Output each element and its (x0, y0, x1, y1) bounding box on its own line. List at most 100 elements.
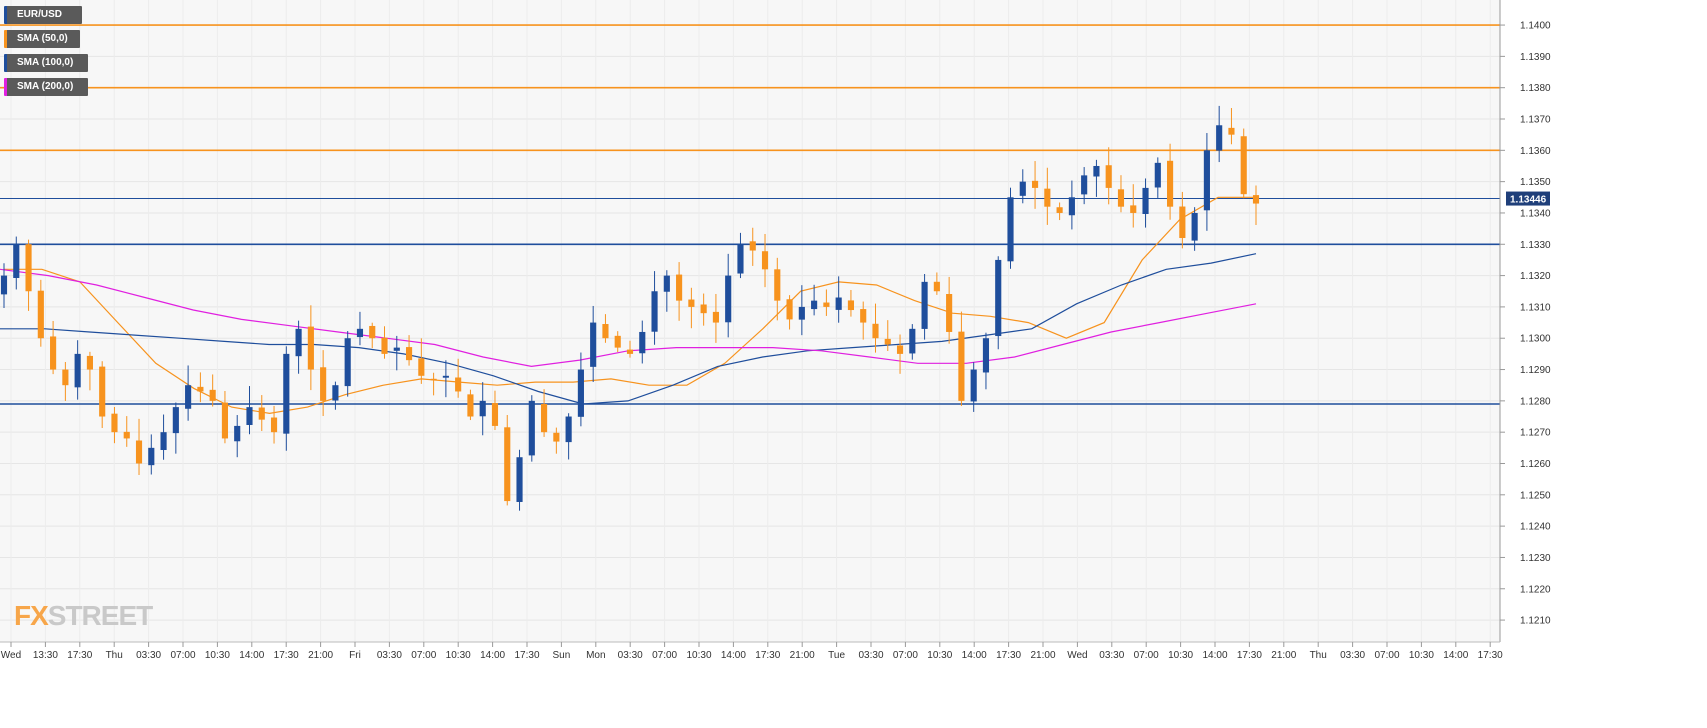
x-tick-label: 10:30 (927, 650, 952, 661)
x-tick-label: 03:30 (377, 650, 402, 661)
candle-bear (1240, 136, 1247, 195)
y-tick-label: 1.1390 (1520, 52, 1551, 63)
candle-bear (111, 413, 118, 433)
candle-bear (676, 274, 683, 301)
x-tick-label: 17:30 (274, 650, 299, 661)
candle-bear (455, 377, 462, 392)
x-tick-label: 17:30 (67, 650, 92, 661)
y-tick-label: 1.1300 (1520, 334, 1551, 345)
x-tick-label: 10:30 (686, 650, 711, 661)
x-tick-label: 07:00 (893, 650, 918, 661)
legend-item-eurusd[interactable]: EUR/USD (4, 6, 82, 24)
candle-bear (491, 403, 499, 426)
x-tick-label: 17:30 (1237, 650, 1262, 661)
x-tick-label: 03:30 (136, 650, 161, 661)
x-tick-label: 17:30 (755, 650, 780, 661)
candle-bull (995, 259, 1002, 337)
x-tick-label: 03:30 (1340, 650, 1365, 661)
candle-bull (725, 275, 732, 323)
current-price-badge-bg (1506, 191, 1550, 206)
candle-bear (86, 355, 93, 370)
candle-bull (1019, 181, 1026, 196)
candle-bear (626, 349, 634, 354)
y-tick-label: 1.1360 (1520, 146, 1551, 157)
x-tick-label: 03:30 (618, 650, 643, 661)
candle-bear (749, 241, 756, 251)
chart-legend: EUR/USD SMA (50,0) SMA (100,0) SMA (200,… (4, 6, 88, 102)
x-tick-label: 14:00 (480, 650, 505, 661)
x-tick-label: 14:00 (1202, 650, 1227, 661)
x-tick-label: 10:30 (1409, 650, 1434, 661)
candle-bear (25, 244, 32, 292)
legend-item-sma100[interactable]: SMA (100,0) (4, 54, 88, 72)
candle-bull (1203, 150, 1210, 211)
candle-bear (761, 251, 769, 270)
candle-bear (958, 331, 965, 401)
candle-bull (283, 353, 290, 434)
candle-bear (418, 358, 425, 376)
x-tick-label: 14:00 (721, 650, 746, 661)
candle-bear (37, 290, 44, 339)
x-tick-label: 07:00 (411, 650, 436, 661)
candle-bull (737, 244, 744, 274)
x-tick-label: Thu (106, 650, 123, 661)
x-axis: Wed 13:30 17:30 Thu 03:30 07:00 10:30 14:00 17:3… (0, 641, 1503, 661)
sma100-line (0, 253, 1257, 405)
y-tick-label: 1.1250 (1520, 490, 1551, 501)
x-tick-label: Tue (828, 650, 845, 661)
candle-bull (442, 375, 449, 378)
candle-bear (541, 403, 548, 433)
x-tick-label: 21:00 (1030, 650, 1055, 661)
candle-bear (405, 347, 413, 361)
candle-bull (982, 338, 990, 373)
candle-bear (209, 389, 216, 401)
candle-bear (369, 325, 376, 339)
candle-bull (1142, 187, 1149, 214)
candle-bear (712, 311, 719, 323)
current-price-label: 1.13446 (1510, 195, 1547, 206)
x-tick-label: 14:00 (1443, 650, 1468, 661)
candle-bear (221, 402, 229, 439)
y-tick-label: 1.1210 (1520, 616, 1551, 627)
candle-bear (823, 302, 830, 307)
candle-bear (62, 369, 69, 386)
candle-bull (565, 416, 572, 443)
candle-bear (1179, 206, 1186, 239)
candle-bear (320, 367, 327, 401)
candle-bear (135, 440, 143, 464)
candle-bear (430, 378, 437, 381)
x-tick-label: 03:30 (1099, 650, 1124, 661)
candle-bear (270, 417, 278, 433)
x-tick-label: 17:30 (996, 650, 1021, 661)
y-tick-label: 1.1230 (1520, 553, 1551, 564)
candle-bull (172, 407, 179, 434)
candle-bull (590, 322, 597, 367)
y-tick-label: 1.1400 (1520, 21, 1551, 32)
candle-bull (1191, 212, 1198, 241)
current-price-badge: 1.13446 (1506, 191, 1550, 206)
candle-bull (835, 297, 842, 310)
candle-bull (1093, 165, 1100, 177)
candle-bear (933, 281, 940, 292)
candle-bull (798, 306, 805, 320)
y-tick-label: 1.1370 (1520, 115, 1551, 126)
y-tick-label: 1.1270 (1520, 428, 1551, 439)
candle-bull (148, 447, 155, 466)
chart-grid (0, 0, 1500, 642)
candle-bear (847, 300, 855, 311)
legend-item-sma200[interactable]: SMA (200,0) (4, 78, 88, 96)
y-tick-label: 1.1240 (1520, 522, 1551, 533)
candle-bear (774, 269, 781, 301)
y-tick-label: 1.1310 (1520, 302, 1551, 313)
candle-bull (0, 275, 8, 295)
candle-bull (516, 457, 523, 502)
candle-bear (307, 326, 314, 370)
candle-bull (639, 331, 646, 354)
candle-bull (528, 400, 535, 456)
candle-bear (1105, 165, 1112, 188)
candle-bull (909, 328, 916, 354)
candle-bull (811, 300, 818, 310)
candle-bear (258, 407, 265, 420)
legend-item-sma50[interactable]: SMA (50,0) (4, 30, 80, 48)
